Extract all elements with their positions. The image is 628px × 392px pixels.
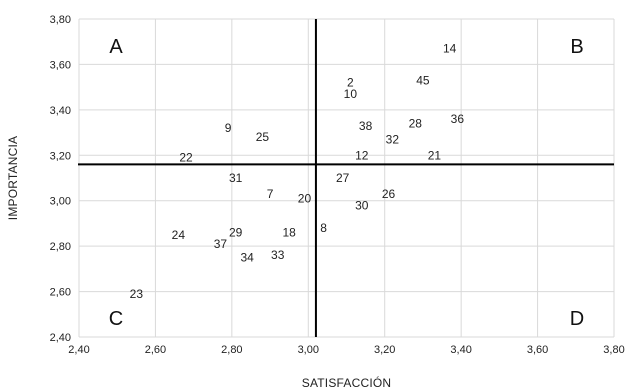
data-point: 45 (416, 73, 430, 87)
data-point: 32 (386, 132, 400, 146)
x-tick-label: 2,60 (145, 344, 166, 356)
data-point: 30 (355, 198, 369, 212)
axis-ticks: 2,40 2,60 2,80 3,00 3,20 3,40 3,60 3,80 2,40 2,60… (50, 14, 625, 356)
data-point: 34 (240, 251, 254, 265)
data-point: 24 (172, 228, 186, 242)
data-points: 14 45 210 36 9 38 28 25 32 22 12 21 31 27 7 20 26 30 8 24 29… (130, 42, 465, 301)
y-tick-label: 3,00 (50, 196, 71, 208)
data-point: 12 (355, 148, 369, 162)
y-tick-label: 3,20 (50, 150, 71, 162)
data-point: 31 (229, 171, 243, 185)
data-point: 27 (336, 171, 350, 185)
data-point: 2 (347, 76, 354, 90)
data-point: 37 (214, 237, 228, 251)
data-point: 18 (282, 226, 296, 240)
data-point: 29 (229, 226, 243, 240)
x-tick-label: 3,40 (450, 344, 471, 356)
data-point: 9 (225, 121, 232, 135)
y-tick-label: 3,80 (50, 14, 71, 26)
quadrant-label-a: A (109, 36, 123, 58)
data-point: 33 (271, 248, 285, 262)
x-tick-label: 3,20 (374, 344, 395, 356)
data-point: 22 (179, 151, 193, 165)
y-tick-label: 2,80 (50, 241, 71, 253)
reference-lines (78, 19, 614, 337)
y-tick-label: 2,60 (50, 287, 71, 299)
x-axis-title: SATISFACCIÓN (302, 375, 392, 390)
data-point: 23 (130, 287, 144, 301)
y-tick-label: 3,60 (50, 59, 71, 71)
data-point: 8 (320, 221, 327, 235)
data-point: 36 (451, 112, 465, 126)
data-point: 28 (409, 116, 423, 130)
y-axis-title: IMPORTANCIA (6, 136, 20, 220)
y-tick-label: 3,40 (50, 105, 71, 117)
quadrant-label-d: D (570, 308, 584, 330)
quadrant-labels: A B C D (109, 36, 584, 330)
data-point: 25 (256, 130, 270, 144)
data-point: 26 (382, 187, 396, 201)
data-point: 38 (359, 119, 373, 133)
x-tick-label: 3,80 (603, 344, 624, 356)
data-point: 20 (298, 191, 312, 205)
grid-lines (78, 18, 615, 338)
quadrant-label-b: B (570, 36, 583, 58)
x-tick-label: 2,40 (68, 344, 89, 356)
data-point: 7 (267, 187, 274, 201)
data-point: 21 (428, 148, 442, 162)
x-tick-label: 3,00 (298, 344, 319, 356)
data-point: 14 (443, 42, 457, 56)
quadrant-label-c: C (109, 308, 123, 330)
x-tick-label: 3,60 (527, 344, 548, 356)
data-point: 10 (344, 87, 358, 101)
y-tick-label: 2,40 (50, 332, 71, 344)
x-tick-label: 2,80 (221, 344, 242, 356)
